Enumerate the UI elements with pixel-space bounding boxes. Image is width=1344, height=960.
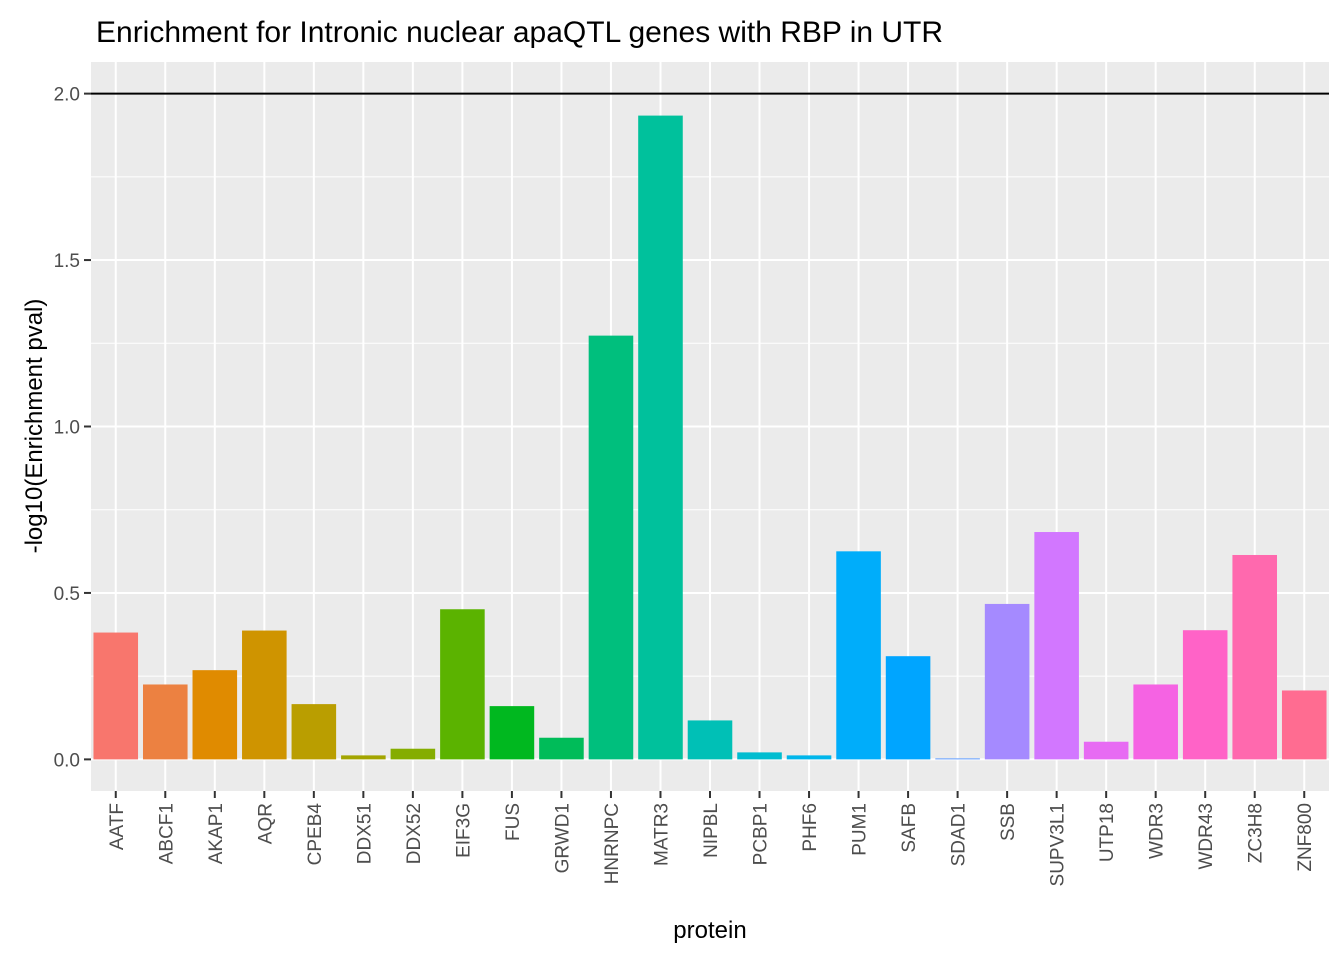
bar-aatf: [93, 632, 139, 760]
x-tick-label: PUM1: [850, 803, 871, 856]
x-axis-title: protein: [673, 917, 746, 944]
bar-abcf1: [142, 684, 188, 760]
chart-title: Enrichment for Intronic nuclear apaQTL g…: [96, 16, 943, 49]
x-tick-label: DDX51: [354, 803, 375, 864]
x-tick-label: MATR3: [651, 803, 672, 866]
x-tick-label: AKAP1: [206, 803, 227, 864]
x-tick-label: GRWD1: [552, 803, 573, 873]
bar-supv3l1: [1034, 532, 1079, 760]
x-tick-label: ABCF1: [156, 803, 177, 864]
bar-eif3g: [440, 609, 485, 760]
bar-phf6: [786, 755, 832, 760]
x-tick-label: SUPV3L1: [1048, 803, 1069, 886]
bar-sdad1: [935, 758, 980, 760]
bars: [93, 115, 1327, 760]
x-tick-label: PCBP1: [751, 803, 772, 865]
x-tick-label: NIPBL: [701, 803, 722, 858]
x-tick-label: CPEB4: [305, 803, 326, 866]
y-axis-title: -log10(Enrichment pval): [21, 299, 48, 554]
x-tick-label: WDR43: [1196, 803, 1217, 870]
x-tick-label: EIF3G: [453, 803, 474, 858]
x-tick-label: DDX52: [404, 803, 425, 864]
x-tick-label: SDAD1: [949, 803, 970, 866]
x-tick-label: HNRNPC: [602, 803, 623, 884]
x-tick-label: ZC3H8: [1246, 803, 1267, 863]
x-tick-label: SSB: [998, 803, 1019, 841]
bar-wdr3: [1133, 684, 1178, 760]
bar-cpeb4: [291, 704, 337, 760]
bar-ddx51: [341, 755, 386, 760]
bar-grwd1: [539, 737, 584, 760]
x-tick-label: SAFB: [899, 803, 920, 853]
bar-hnrnpc: [588, 335, 634, 760]
y-axis: 0.0 0.5 1.0 1.5 2.0: [54, 85, 91, 771]
bar-ddx52: [390, 748, 436, 760]
bar-zc3h8: [1232, 554, 1278, 760]
x-tick-label: WDR3: [1147, 803, 1168, 859]
x-tick-label: AATF: [107, 803, 128, 850]
bar-pum1: [836, 551, 881, 760]
bar-znf800: [1281, 690, 1327, 760]
bar-fus: [489, 706, 535, 760]
bar-ssb: [984, 603, 1030, 760]
bar-akap1: [192, 670, 238, 760]
bar-wdr43: [1182, 630, 1228, 760]
y-tick-label: 0.5: [54, 584, 80, 605]
bar-utp18: [1083, 741, 1129, 760]
x-tick-label: UTP18: [1097, 803, 1118, 862]
x-tick-label: ZNF800: [1295, 803, 1316, 872]
bar-safb: [885, 656, 931, 760]
x-tick-label: FUS: [503, 803, 524, 841]
y-tick-label: 2.0: [54, 85, 80, 106]
y-tick-label: 0.0: [54, 750, 80, 771]
y-tick-label: 1.0: [54, 418, 80, 439]
bar-matr3: [638, 115, 683, 760]
y-tick-label: 1.5: [54, 251, 80, 272]
x-axis: AATF ABCF1 AKAP1 AQR CPEB4 DDX51 DDX52 EIF3G FUS…: [107, 791, 1316, 886]
bar-aqr: [242, 630, 287, 760]
bar-nipbl: [687, 720, 733, 760]
bar-pcbp1: [737, 752, 782, 760]
x-tick-label: PHF6: [800, 803, 821, 852]
x-tick-label: AQR: [255, 803, 276, 844]
